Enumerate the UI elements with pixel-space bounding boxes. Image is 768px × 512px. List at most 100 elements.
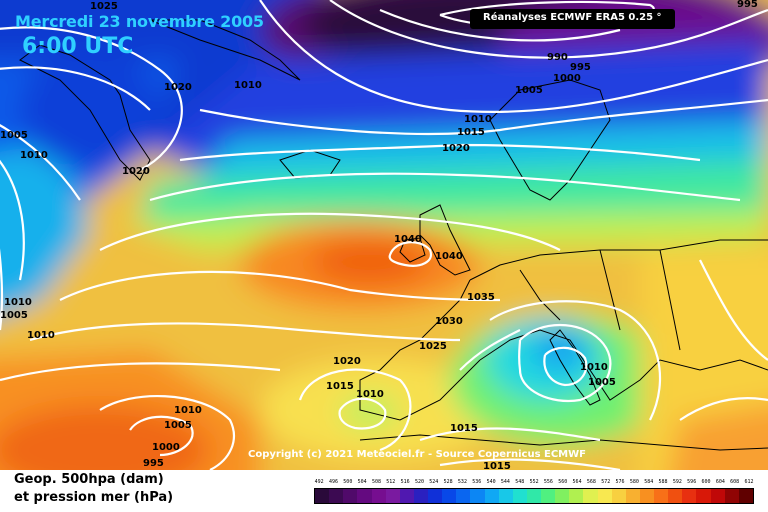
scale-value: 604 xyxy=(715,479,725,485)
scale-swatch xyxy=(611,489,626,503)
isobar-label: 995 xyxy=(570,62,591,73)
scale-value: 560 xyxy=(558,479,568,485)
scale-value: 496 xyxy=(328,479,338,485)
scale-value: 516 xyxy=(400,479,410,485)
scale-value: 540 xyxy=(486,479,496,485)
scale-value: 512 xyxy=(386,479,396,485)
isobar-label: 1010 xyxy=(4,297,32,308)
scale-value: 568 xyxy=(586,479,596,485)
scale-swatch xyxy=(583,489,598,503)
scale-swatch xyxy=(343,489,358,503)
isobar-label: 1010 xyxy=(174,405,202,416)
scale-value: 532 xyxy=(457,479,467,485)
scale-swatch xyxy=(654,489,669,503)
scale-swatch xyxy=(329,489,344,503)
isobar-label: 1010 xyxy=(234,80,262,91)
scale-swatch xyxy=(456,489,471,503)
scale-swatch xyxy=(738,489,753,503)
scale-value: 500 xyxy=(343,479,353,485)
scale-value: 556 xyxy=(543,479,553,485)
scale-value: 576 xyxy=(615,479,625,485)
isobar-label: 1010 xyxy=(20,150,48,161)
scale-value: 536 xyxy=(472,479,482,485)
scale-value: 520 xyxy=(414,479,424,485)
scale-value: 528 xyxy=(443,479,453,485)
isobar-label: 1020 xyxy=(442,143,470,154)
scale-value: 492 xyxy=(314,479,324,485)
scale-swatch xyxy=(555,489,570,503)
geopotential-field xyxy=(0,0,768,470)
legend-subtitle: et pression mer (hPa) xyxy=(14,490,174,505)
scale-swatch xyxy=(724,489,739,503)
isobar-label: 1015 xyxy=(450,423,478,434)
isobar-label: 1010 xyxy=(356,389,384,400)
scale-swatch xyxy=(569,489,584,503)
source-badge xyxy=(470,9,675,29)
isobar-label: 1025 xyxy=(419,341,447,352)
scale-swatch xyxy=(442,489,457,503)
scale-value: 564 xyxy=(572,479,582,485)
map-time: 6:00 UTC xyxy=(22,34,134,59)
scale-swatch xyxy=(639,489,654,503)
scale-value: 548 xyxy=(515,479,525,485)
isobar-label: 1005 xyxy=(588,377,616,388)
scale-swatch xyxy=(399,489,414,503)
scale-value: 600 xyxy=(701,479,711,485)
isobar-label: 1000 xyxy=(152,442,180,453)
isobar-label: 1010 xyxy=(464,114,492,125)
scale-swatch xyxy=(526,489,541,503)
scale-value: 584 xyxy=(644,479,654,485)
scale-swatch xyxy=(413,489,428,503)
isobar-label: 1020 xyxy=(333,356,361,367)
scale-value: 572 xyxy=(601,479,611,485)
scale-value: 596 xyxy=(687,479,697,485)
isobar-label: 1035 xyxy=(467,292,495,303)
isobar-label: 1020 xyxy=(164,82,192,93)
scale-swatch xyxy=(710,489,725,503)
weather-map: 1025 1020 1010 1005 1010 1020 995 990 10… xyxy=(0,0,768,470)
legend-title: Geop. 500hpa (dam) xyxy=(14,472,164,487)
scale-value: 544 xyxy=(500,479,510,485)
map-date: Mercredi 23 novembre 2005 xyxy=(15,12,264,31)
isobar-label: 995 xyxy=(143,458,164,469)
isobar-label: 1005 xyxy=(0,310,28,321)
scale-swatch xyxy=(428,489,443,503)
copyright-text: Copyright (c) 2021 Meteociel.fr - Source… xyxy=(248,449,586,460)
scale-swatch xyxy=(696,489,711,503)
isobar-label: 1000 xyxy=(553,73,581,84)
source-label: Réanalyses ECMWF ERA5 0.25 ° xyxy=(483,12,662,23)
scale-swatch xyxy=(371,489,386,503)
scale-value: 508 xyxy=(371,479,381,485)
isobar-label: 990 xyxy=(547,52,568,63)
scale-value: 612 xyxy=(744,479,754,485)
scale-value: 588 xyxy=(658,479,668,485)
isobar-label: 1015 xyxy=(483,461,511,470)
isobar-label: 995 xyxy=(737,0,758,10)
scale-value: 592 xyxy=(672,479,682,485)
isobar-label: 1030 xyxy=(435,316,463,327)
scale-swatch xyxy=(357,489,372,503)
isobar-label: 1010 xyxy=(580,362,608,373)
isobar-label: 1015 xyxy=(326,381,354,392)
scale-value: 580 xyxy=(629,479,639,485)
isobar-label: 1020 xyxy=(122,166,150,177)
scale-swatch xyxy=(470,489,485,503)
isobar-label: 1015 xyxy=(457,127,485,138)
scale-swatch xyxy=(512,489,527,503)
scale-value: 608 xyxy=(730,479,740,485)
isobar-labels: 1025 1020 1010 1005 1010 1020 995 990 10… xyxy=(0,0,758,470)
color-scale xyxy=(314,488,754,504)
isobar-label: 1025 xyxy=(90,1,118,12)
color-scale-labels: 492 496 500 504 508 512 516 520 524 528 532 536 540 5… xyxy=(312,479,756,488)
scale-value: 524 xyxy=(429,479,439,485)
scale-swatch xyxy=(682,489,697,503)
scale-swatch xyxy=(668,489,683,503)
isobar-lines xyxy=(0,0,768,470)
isobar-label: 1040 xyxy=(435,251,463,262)
isobar-label: 1010 xyxy=(27,330,55,341)
scale-swatch xyxy=(597,489,612,503)
isobar-label: 1040 xyxy=(394,234,422,245)
scale-swatch xyxy=(498,489,513,503)
scale-swatch xyxy=(541,489,556,503)
